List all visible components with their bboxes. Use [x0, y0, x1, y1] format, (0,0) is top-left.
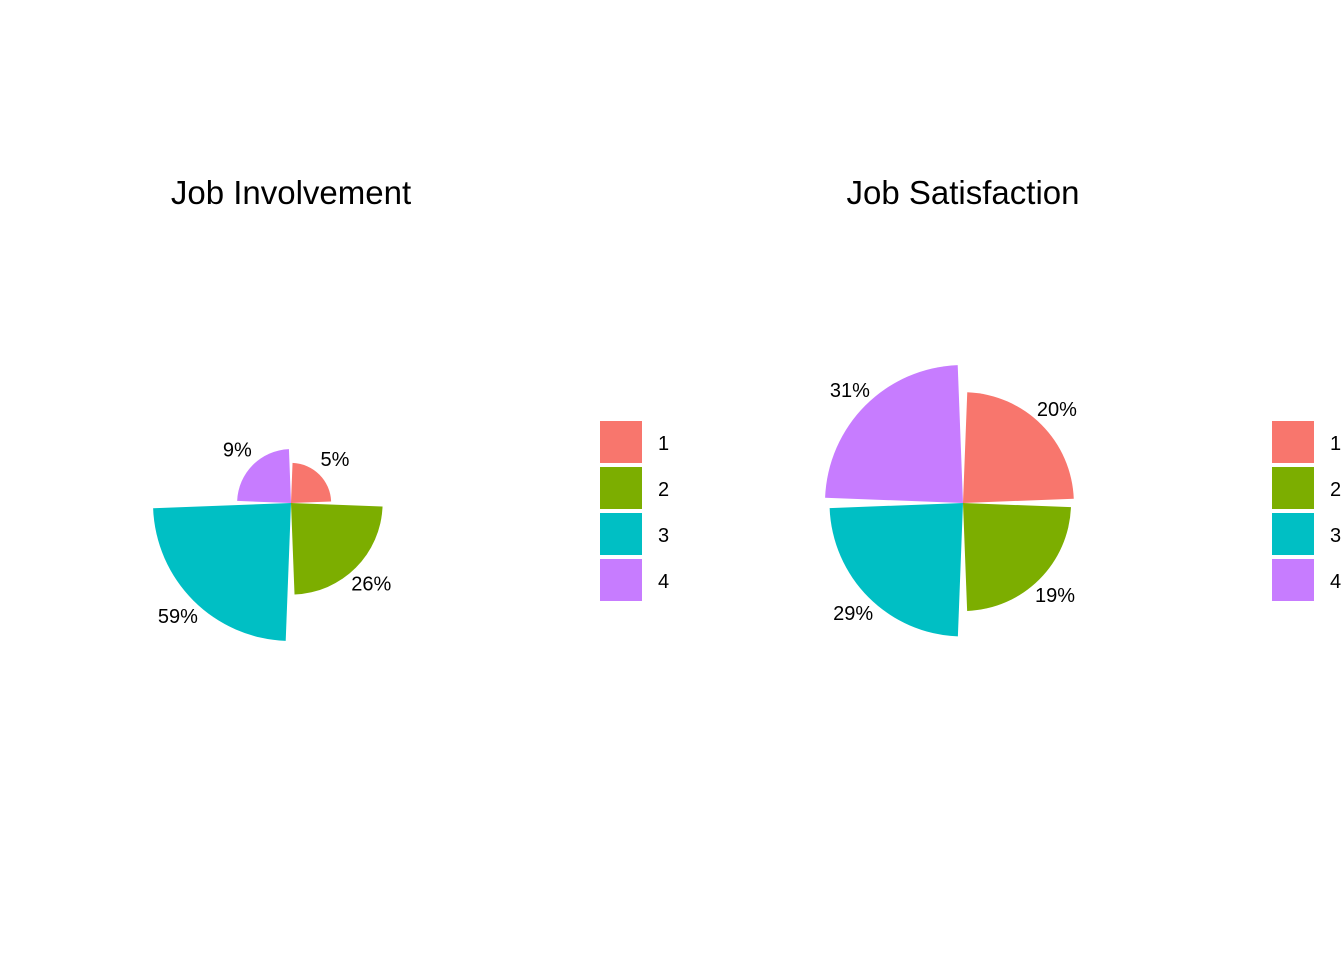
legend-label-2: 2: [658, 479, 669, 501]
wedge-group: [153, 449, 383, 641]
wedge-4: [825, 365, 963, 503]
legend-label-2: 2: [1330, 479, 1341, 501]
legend-label-4: 4: [658, 571, 669, 593]
wedge-1: [963, 392, 1074, 503]
chart-title: Job Involvement: [171, 174, 411, 211]
pct-label-1: 20%: [1037, 399, 1077, 421]
legend-swatch-1: [600, 421, 642, 463]
legend: 1 2 3 4: [600, 421, 669, 601]
wedge-3: [153, 503, 291, 641]
legend-swatch-2: [1272, 467, 1314, 509]
pct-label-group: 5% 26% 59% 9%: [158, 439, 392, 628]
legend-swatch-3: [600, 513, 642, 555]
legend-label-1: 1: [1330, 433, 1341, 455]
wedge-group: [825, 365, 1074, 637]
pct-label-3: 59%: [158, 606, 198, 628]
pct-label-4: 9%: [223, 439, 252, 461]
legend-label-4: 4: [1330, 571, 1341, 593]
legend-swatch-3: [1272, 513, 1314, 555]
wedge-2: [963, 503, 1071, 611]
legend-swatch-4: [1272, 559, 1314, 601]
pct-label-3: 29%: [833, 603, 873, 625]
legend-swatch-1: [1272, 421, 1314, 463]
pct-label-2: 19%: [1035, 585, 1075, 607]
wedge-3: [829, 503, 963, 637]
wedge-1: [291, 462, 332, 503]
job-involvement-panel: Job Involvement 5% 26% 59% 9% 1 2 3 4: [153, 174, 669, 641]
job-satisfaction-panel: Job Satisfaction 20% 19% 29% 31% 1 2 3 4: [825, 174, 1341, 637]
legend: 1 2 3 4: [1272, 421, 1341, 601]
wedge-2: [291, 503, 383, 595]
pct-label-1: 5%: [321, 449, 350, 471]
legend-label-3: 3: [1330, 525, 1341, 547]
legend-label-3: 3: [658, 525, 669, 547]
pct-label-4: 31%: [830, 380, 870, 402]
legend-swatch-4: [600, 559, 642, 601]
legend-label-1: 1: [658, 433, 669, 455]
wedge-4: [237, 449, 291, 503]
legend-swatch-2: [600, 467, 642, 509]
pct-label-group: 20% 19% 29% 31%: [830, 380, 1077, 625]
pct-label-2: 26%: [351, 573, 391, 595]
chart-title: Job Satisfaction: [847, 174, 1080, 211]
